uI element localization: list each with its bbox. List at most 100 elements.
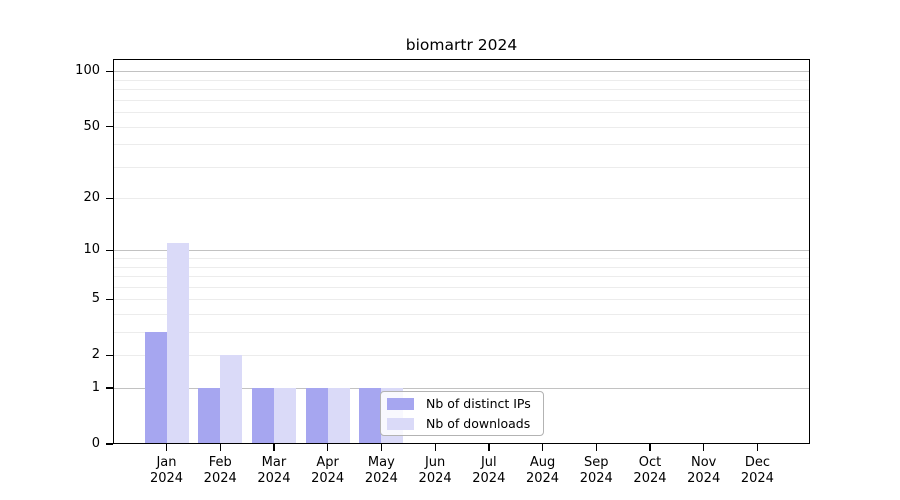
- minor-gridline: [113, 266, 810, 268]
- minor-gridline: [113, 332, 810, 334]
- x-tick-year: 2024: [579, 470, 613, 486]
- y-tick: [106, 443, 113, 445]
- x-tick: [541, 444, 544, 451]
- x-tick-month: Jul: [480, 455, 497, 470]
- bar-downloads: [327, 388, 350, 444]
- minor-gridline: [113, 286, 810, 288]
- x-tick-label: Jan 2024: [135, 455, 199, 486]
- y-tick: [106, 197, 113, 199]
- x-tick-year: 2024: [740, 470, 774, 486]
- x-tick: [649, 444, 651, 451]
- major-gridline: [113, 71, 810, 73]
- minor-gridline: [113, 314, 810, 316]
- x-tick-label: Aug 2024: [511, 455, 575, 486]
- minor-gridline: [113, 144, 810, 146]
- bar-downloads: [166, 243, 189, 444]
- x-tick-year: 2024: [149, 470, 184, 486]
- chart-title: biomartr 2024: [405, 36, 518, 54]
- plot-border: [113, 59, 810, 444]
- x-tick-month: Oct: [638, 455, 662, 470]
- x-tick-month: May: [367, 455, 395, 470]
- x-tick-year: 2024: [418, 470, 452, 486]
- minor-gridline: [113, 299, 810, 301]
- legend: Nb of distinct IPs Nb of downloads: [380, 391, 544, 436]
- x-tick-label: Jul 2024: [457, 455, 521, 486]
- x-tick: [165, 444, 168, 451]
- y-tick: [106, 249, 113, 252]
- legend-item-distinct-ips: Nb of distinct IPs: [387, 397, 543, 410]
- y-tick: [106, 298, 113, 301]
- distinct-ips-swatch: [387, 397, 414, 410]
- x-tick-label: Oct 2024: [618, 455, 682, 486]
- major-gridline: [113, 388, 810, 390]
- minor-gridline: [113, 126, 810, 128]
- x-tick: [434, 444, 436, 451]
- y-tick: [106, 126, 113, 128]
- y-tick: [106, 387, 113, 389]
- y-tick: [106, 354, 113, 357]
- bar-downloads: [220, 355, 243, 444]
- minor-gridline: [113, 355, 810, 357]
- x-tick-month: Nov: [691, 455, 717, 470]
- x-tick-year: 2024: [311, 470, 345, 486]
- y-tick-label: 0: [91, 436, 100, 451]
- y-tick-label: 5: [91, 291, 100, 307]
- bar-distinct-ips: [251, 388, 274, 444]
- legend-label: Nb of downloads: [426, 416, 531, 431]
- x-tick-year: 2024: [364, 470, 398, 486]
- y-tick: [106, 70, 113, 73]
- x-tick-year: 2024: [472, 470, 506, 486]
- x-tick-month: Mar: [261, 455, 287, 470]
- minor-gridline: [113, 112, 810, 114]
- minor-gridline: [113, 258, 810, 260]
- legend-item-downloads: Nb of downloads: [387, 417, 543, 430]
- x-tick-label: Feb 2024: [188, 455, 252, 486]
- x-tick-year: 2024: [633, 470, 667, 486]
- x-tick-label: Nov 2024: [672, 455, 736, 486]
- bar-downloads: [273, 388, 296, 444]
- x-tick: [380, 444, 383, 451]
- x-tick-label: Jun 2024: [403, 455, 467, 486]
- legend-label: Nb of distinct IPs: [426, 396, 531, 411]
- x-tick-month: Jun: [424, 455, 446, 470]
- x-tick-year: 2024: [257, 470, 291, 486]
- x-tick: [327, 444, 329, 451]
- bar-distinct-ips: [359, 388, 382, 444]
- minor-gridline: [113, 99, 810, 101]
- y-tick-label: 20: [83, 190, 100, 206]
- bar-distinct-ips: [144, 332, 167, 444]
- minor-gridline: [113, 198, 810, 200]
- y-tick-label: 1: [91, 380, 100, 396]
- minor-gridline: [113, 89, 810, 91]
- x-tick-year: 2024: [687, 470, 721, 486]
- x-tick-year: 2024: [203, 470, 237, 486]
- minor-gridline: [113, 79, 810, 81]
- y-tick-label: 10: [83, 242, 100, 258]
- y-tick-label: 2: [91, 347, 100, 363]
- bar-distinct-ips: [305, 388, 328, 444]
- x-tick-month: Jan: [156, 455, 177, 470]
- x-tick-month: Feb: [208, 455, 232, 470]
- x-tick-label: Apr 2024: [296, 455, 360, 486]
- bar-distinct-ips: [198, 388, 221, 444]
- x-tick-month: Sep: [583, 455, 609, 470]
- x-tick-label: Dec 2024: [725, 455, 789, 486]
- x-tick-year: 2024: [525, 470, 560, 486]
- y-tick-label: 100: [75, 63, 100, 79]
- x-tick: [595, 444, 597, 451]
- minor-gridline: [113, 166, 810, 168]
- x-tick-month: Aug: [529, 455, 556, 470]
- x-tick: [488, 444, 490, 451]
- x-tick: [219, 444, 221, 451]
- major-gridline: [113, 250, 810, 252]
- x-tick: [756, 444, 759, 451]
- minor-gridline: [113, 276, 810, 278]
- downloads-swatch: [387, 417, 414, 430]
- x-tick-label: Sep 2024: [564, 455, 628, 486]
- x-tick-label: May 2024: [349, 455, 413, 486]
- x-tick: [273, 444, 275, 451]
- y-tick-label: 50: [83, 118, 100, 134]
- x-tick-month: Dec: [744, 455, 770, 470]
- x-tick-month: Apr: [316, 455, 339, 470]
